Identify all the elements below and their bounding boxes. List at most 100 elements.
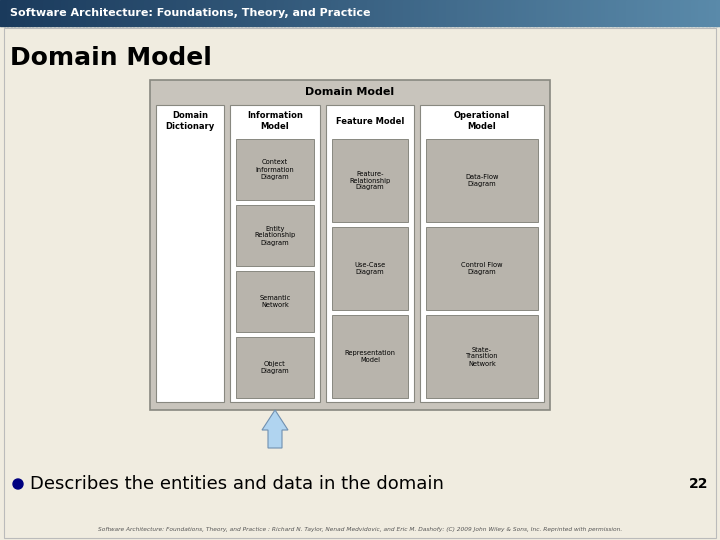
Text: Information
Model: Information Model	[247, 111, 303, 131]
Bar	[22, 0, 26, 26]
Bar	[94, 0, 98, 26]
Bar	[40, 0, 44, 26]
Bar	[688, 0, 692, 26]
Bar	[426, 315, 538, 398]
Bar	[79, 0, 84, 26]
Bar	[331, 0, 336, 26]
Bar	[270, 0, 274, 26]
Bar	[356, 0, 361, 26]
Text: Software Architecture: Foundations, Theory, and Practice : Richard N. Taylor, Ne: Software Architecture: Foundations, Theo…	[98, 528, 622, 532]
Bar	[702, 0, 706, 26]
Text: 22: 22	[688, 477, 708, 491]
Bar	[601, 0, 606, 26]
Bar	[284, 0, 289, 26]
Bar	[420, 105, 544, 402]
Bar	[680, 0, 685, 26]
Text: Operational
Model: Operational Model	[454, 111, 510, 131]
Bar	[641, 0, 645, 26]
Bar	[554, 0, 559, 26]
Bar	[133, 0, 138, 26]
Bar	[236, 271, 314, 332]
Bar	[43, 0, 48, 26]
Bar	[425, 0, 429, 26]
Text: Control Flow
Diagram: Control Flow Diagram	[462, 262, 503, 275]
Bar	[324, 0, 328, 26]
Bar	[454, 0, 458, 26]
Bar	[54, 0, 58, 26]
Bar	[230, 0, 235, 26]
Bar	[338, 0, 343, 26]
Bar	[299, 0, 303, 26]
Bar	[281, 0, 285, 26]
Bar	[500, 0, 505, 26]
Bar	[156, 105, 224, 402]
Bar	[389, 0, 393, 26]
Bar	[335, 0, 339, 26]
Bar	[198, 0, 202, 26]
Bar	[396, 0, 400, 26]
Bar	[223, 0, 228, 26]
Bar	[230, 105, 320, 402]
Bar	[576, 0, 580, 26]
Bar	[630, 0, 634, 26]
Bar	[0, 0, 4, 26]
Bar	[418, 0, 422, 26]
Bar	[126, 0, 130, 26]
Bar	[426, 139, 538, 222]
Bar	[234, 0, 238, 26]
Bar	[626, 0, 631, 26]
Bar	[68, 0, 73, 26]
Bar	[166, 0, 170, 26]
Bar	[392, 0, 397, 26]
Bar	[90, 0, 94, 26]
Bar	[32, 0, 37, 26]
Bar	[533, 0, 537, 26]
Bar	[76, 0, 80, 26]
Bar	[7, 0, 12, 26]
Text: Software Architecture: Foundations, Theory, and Practice: Software Architecture: Foundations, Theo…	[10, 8, 371, 18]
Bar	[612, 0, 616, 26]
Bar	[155, 0, 159, 26]
Bar	[306, 0, 310, 26]
Bar	[666, 0, 670, 26]
Bar	[432, 0, 436, 26]
Bar	[468, 0, 472, 26]
Bar	[698, 0, 703, 26]
Bar	[119, 0, 123, 26]
Bar	[360, 0, 364, 26]
Bar	[655, 0, 660, 26]
Bar	[274, 0, 278, 26]
Bar	[367, 0, 372, 26]
Bar	[173, 0, 177, 26]
Bar	[332, 139, 408, 222]
Text: Representation
Model: Representation Model	[344, 350, 395, 363]
Bar	[313, 0, 318, 26]
Bar	[634, 0, 638, 26]
Bar	[236, 337, 314, 398]
Text: Object
Diagram: Object Diagram	[261, 361, 289, 374]
Bar	[212, 0, 217, 26]
Bar	[400, 0, 404, 26]
Bar	[569, 0, 573, 26]
Bar	[256, 0, 260, 26]
Bar	[594, 0, 598, 26]
Bar	[436, 0, 440, 26]
Bar	[544, 0, 548, 26]
Bar	[662, 0, 667, 26]
Bar	[547, 0, 552, 26]
Bar	[407, 0, 411, 26]
Bar	[292, 0, 296, 26]
Bar	[428, 0, 433, 26]
Bar	[220, 0, 224, 26]
Text: Semantic
Network: Semantic Network	[259, 295, 291, 308]
Bar	[216, 0, 220, 26]
Bar	[644, 0, 649, 26]
Bar	[97, 0, 102, 26]
Bar	[83, 0, 87, 26]
Bar	[475, 0, 480, 26]
Bar	[295, 0, 300, 26]
Bar	[472, 0, 476, 26]
Bar	[122, 0, 127, 26]
Bar	[236, 139, 314, 200]
Bar	[130, 0, 134, 26]
